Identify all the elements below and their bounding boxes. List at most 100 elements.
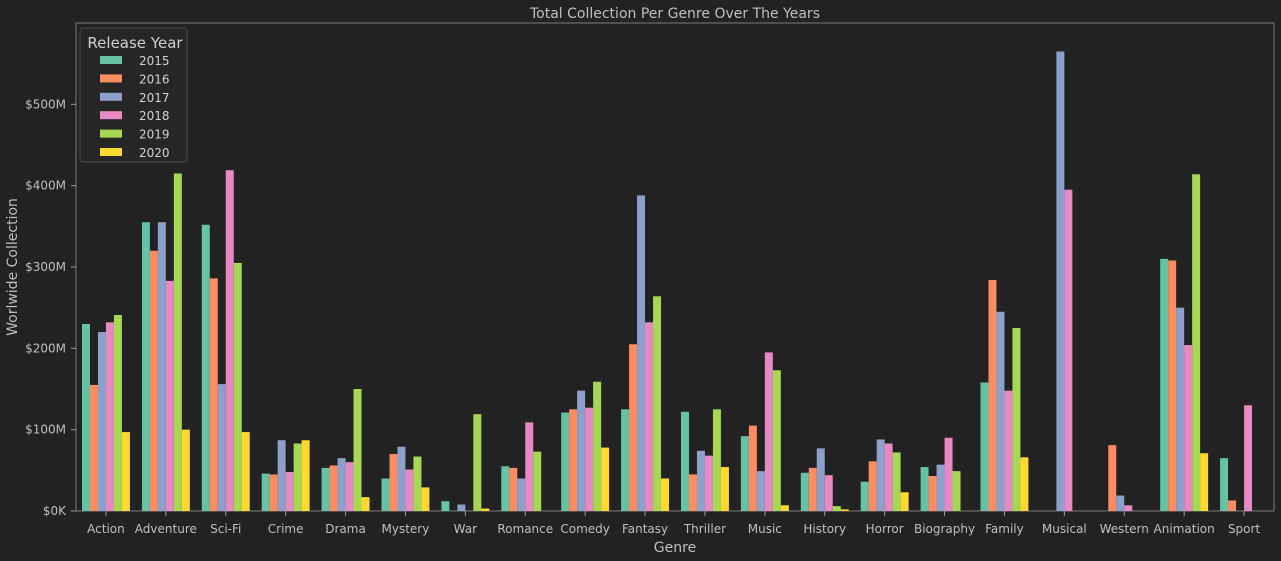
bar-animation-2015: [1160, 258, 1169, 511]
bar-thriller-2019: [712, 409, 721, 511]
bar-musical-2018: [1064, 189, 1073, 512]
y-tick-label: $0K: [43, 504, 67, 518]
bar-animation-2016: [1168, 260, 1177, 511]
bar-fantasy-2019: [653, 296, 662, 511]
bar-thriller-2020: [720, 467, 729, 511]
bar-western-2017: [1116, 495, 1125, 511]
bar-crime-2016: [269, 474, 278, 511]
y-tick-label: $400M: [25, 179, 66, 193]
x-tick-label: Western: [1100, 522, 1149, 536]
bar-action-2018: [105, 322, 114, 511]
y-tick-label: $300M: [25, 260, 66, 274]
bar-adventure-2019: [173, 173, 182, 511]
bar-biography-2017: [936, 464, 945, 511]
bar-history-2015: [800, 472, 809, 511]
bar-thriller-2017: [696, 450, 705, 511]
bar-fantasy-2015: [621, 409, 630, 511]
bar-action-2016: [89, 384, 98, 511]
x-tick-label: History: [803, 522, 846, 536]
bar-family-2016: [988, 280, 997, 511]
bar-crime-2017: [277, 440, 286, 511]
x-tick-label: Biography: [914, 522, 975, 536]
legend-title: Release Year: [87, 34, 183, 52]
bar-music-2018: [764, 352, 773, 511]
bar-history-2016: [808, 467, 817, 511]
x-tick-label: War: [454, 522, 477, 536]
bar-horror-2020: [900, 492, 909, 511]
x-tick-label: Action: [87, 522, 125, 536]
legend-label-2017: 2017: [139, 91, 170, 105]
bars-group: [81, 51, 1253, 512]
legend-label-2019: 2019: [139, 128, 170, 142]
legend-label-2018: 2018: [139, 109, 170, 123]
bar-crime-2015: [261, 473, 270, 511]
bar-family-2015: [980, 382, 989, 511]
legend-swatch-2020: [100, 148, 122, 156]
bar-adventure-2018: [165, 280, 174, 511]
bar-sci-fi-2019: [233, 262, 242, 511]
bar-horror-2016: [868, 461, 877, 511]
bar-fantasy-2018: [645, 322, 654, 511]
x-tick-label: Music: [748, 522, 782, 536]
bar-family-2019: [1012, 328, 1021, 511]
bar-action-2017: [97, 332, 106, 511]
x-tick-label: Mystery: [382, 522, 430, 536]
bar-biography-2018: [944, 437, 953, 511]
bar-sport-2016: [1228, 500, 1237, 511]
bar-horror-2018: [884, 443, 893, 511]
bar-fantasy-2016: [629, 344, 638, 511]
bar-drama-2016: [329, 465, 338, 511]
y-tick-label: $500M: [25, 97, 66, 111]
legend-swatch-2016: [100, 74, 122, 83]
bar-mystery-2018: [405, 469, 414, 511]
bar-drama-2019: [353, 389, 362, 511]
chart-title: Total Collection Per Genre Over The Year…: [529, 6, 820, 22]
bar-mystery-2015: [381, 478, 390, 511]
legend-swatch-2015: [100, 56, 122, 64]
bar-romance-2017: [517, 478, 526, 511]
bar-drama-2015: [321, 467, 330, 511]
bar-mystery-2020: [421, 487, 430, 511]
bar-sci-fi-2016: [209, 278, 218, 511]
bar-animation-2020: [1200, 453, 1209, 511]
legend-swatch-2018: [100, 111, 122, 120]
bar-sci-fi-2020: [241, 432, 250, 511]
legend-swatch-2019: [100, 129, 122, 138]
bar-western-2018: [1124, 505, 1133, 511]
bar-comedy-2018: [585, 407, 594, 511]
x-ticks-group: Action Adventure Sci-Fi Crime Drama Mystery Wa…: [87, 511, 1260, 536]
x-tick-label: Sci-Fi: [210, 522, 241, 536]
bar-romance-2018: [525, 422, 534, 511]
bar-war-2017: [457, 504, 466, 511]
bar-action-2015: [81, 323, 90, 511]
x-tick-label: Thriller: [683, 522, 726, 536]
bar-history-2017: [816, 448, 825, 511]
bar-war-2020: [481, 508, 490, 511]
bar-animation-2018: [1184, 345, 1193, 511]
x-tick-label: Family: [985, 522, 1024, 536]
bar-war-2019: [473, 414, 482, 511]
bar-family-2020: [1020, 457, 1029, 511]
bar-sci-fi-2017: [217, 384, 226, 511]
bar-comedy-2019: [593, 381, 602, 511]
bar-sci-fi-2018: [225, 170, 234, 511]
bar-history-2018: [824, 475, 833, 511]
bar-mystery-2016: [389, 454, 398, 511]
legend-label-2015: 2015: [139, 54, 170, 68]
bar-horror-2015: [860, 481, 869, 511]
bar-comedy-2020: [601, 447, 610, 511]
bar-animation-2017: [1176, 307, 1185, 511]
x-tick-label: Horror: [866, 522, 904, 536]
bar-fantasy-2020: [661, 478, 670, 511]
x-axis-title: Genre: [654, 540, 696, 556]
bar-sport-2018: [1244, 405, 1253, 511]
x-tick-label: Adventure: [135, 522, 197, 536]
y-tick-label: $100M: [25, 423, 66, 437]
bar-mystery-2017: [397, 446, 406, 511]
bar-action-2020: [121, 432, 130, 511]
bar-drama-2020: [361, 497, 370, 511]
bar-thriller-2018: [704, 455, 713, 511]
x-tick-label: Fantasy: [622, 522, 668, 536]
bar-comedy-2017: [577, 390, 586, 511]
